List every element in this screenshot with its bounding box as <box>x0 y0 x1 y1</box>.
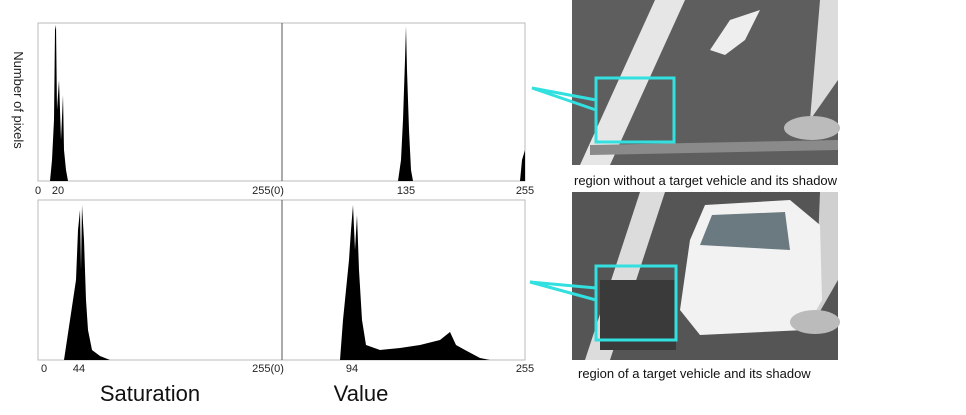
caption: region of a target vehicle and its shado… <box>578 366 811 381</box>
tick-label: 255 <box>516 363 534 375</box>
tick-label: 135 <box>397 185 415 197</box>
tick-label: 255(0) <box>252 363 284 375</box>
histogram <box>398 26 525 181</box>
tick-label: 0 <box>35 185 41 197</box>
histogram <box>64 205 110 360</box>
x-axis-label: Saturation <box>100 381 200 406</box>
histogram <box>340 205 490 360</box>
y-axis-label: Number of pixels <box>11 51 26 149</box>
histogram <box>50 25 68 181</box>
tick-label: 255(0) <box>252 185 284 197</box>
tick-label: 0 <box>41 363 47 375</box>
photo <box>531 0 840 165</box>
x-axis-label: Value <box>334 381 389 406</box>
tick-label: 255 <box>516 185 534 197</box>
tick-label: 94 <box>346 363 358 375</box>
photo <box>529 192 840 360</box>
tick-label: 44 <box>73 363 85 375</box>
caption: region without a target vehicle and its … <box>574 173 838 188</box>
tick-label: 20 <box>52 185 64 197</box>
